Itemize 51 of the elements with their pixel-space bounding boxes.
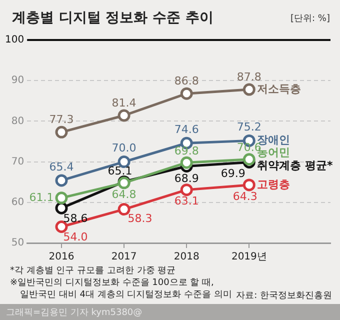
data-label: 87.8 <box>236 70 262 84</box>
text: *각 계층별 인구 규모를 고려한 가중 평균 <box>10 265 177 277</box>
text: ※일반국민의 디지털정보화 수준을 100으로 할 때, 일반국민 대비 4대 계층의 디지털정보화 수준을 의미 <box>10 277 232 301</box>
data-label: 69.9 <box>220 167 246 180</box>
y-tick-label: 60 <box>11 196 24 208</box>
point <box>180 156 193 169</box>
x-tick-label: 2016 <box>48 252 74 263</box>
series-label: 취약계층 평균* <box>257 159 333 172</box>
data-label: 65.4 <box>49 160 74 174</box>
data-label: 75.2 <box>236 120 262 134</box>
data-label: 77.3 <box>49 113 74 126</box>
data-label: 61.1 <box>29 190 54 204</box>
chart-title: 계층별 디지털 정보화 수준 추이 <box>12 9 214 27</box>
x-tick-label: 2017 <box>111 252 137 263</box>
data-label: 58.6 <box>63 212 88 225</box>
y-tick-label: 50 <box>11 238 24 249</box>
y-tick-label: 90 <box>11 75 24 86</box>
point <box>55 126 68 138</box>
point <box>118 203 130 216</box>
data-label: 74.6 <box>174 122 199 136</box>
series-label: 저소득층 <box>257 82 302 96</box>
y-tick-label: 100 <box>4 34 24 46</box>
point <box>55 220 68 234</box>
y-tick-label: 70 <box>11 156 24 168</box>
data-label: 81.4 <box>112 96 136 110</box>
chart-subtitle: [단위: %] <box>290 13 330 25</box>
data-label: 69.8 <box>174 144 199 158</box>
data-label: 54.0 <box>63 230 88 244</box>
point <box>55 174 68 187</box>
point <box>242 153 256 166</box>
point <box>242 83 256 96</box>
data-label: 64.8 <box>112 188 136 201</box>
point <box>55 192 68 204</box>
series-label: 고령층 <box>257 178 290 191</box>
data-label: 86.8 <box>174 74 199 88</box>
y-tick-label: 80 <box>11 116 24 127</box>
data-label: 68.9 <box>174 172 199 186</box>
x-tick-label: 2018 <box>174 252 200 263</box>
data-label: 63.1 <box>174 194 199 208</box>
point <box>242 178 256 192</box>
data-label: 70.0 <box>112 142 136 155</box>
point <box>55 202 68 214</box>
text: 그래픽=김용민 기자 kym5380@ <box>6 307 142 319</box>
data-label: 65.1 <box>108 164 132 178</box>
text: 자료: 한국정보화진흥원 <box>236 290 332 302</box>
x-tick-label: 2019년 <box>231 252 267 263</box>
point <box>180 87 193 100</box>
point <box>180 184 193 196</box>
point <box>118 109 130 122</box>
data-label: 64.3 <box>232 190 258 203</box>
data-label: 58.3 <box>128 212 152 226</box>
